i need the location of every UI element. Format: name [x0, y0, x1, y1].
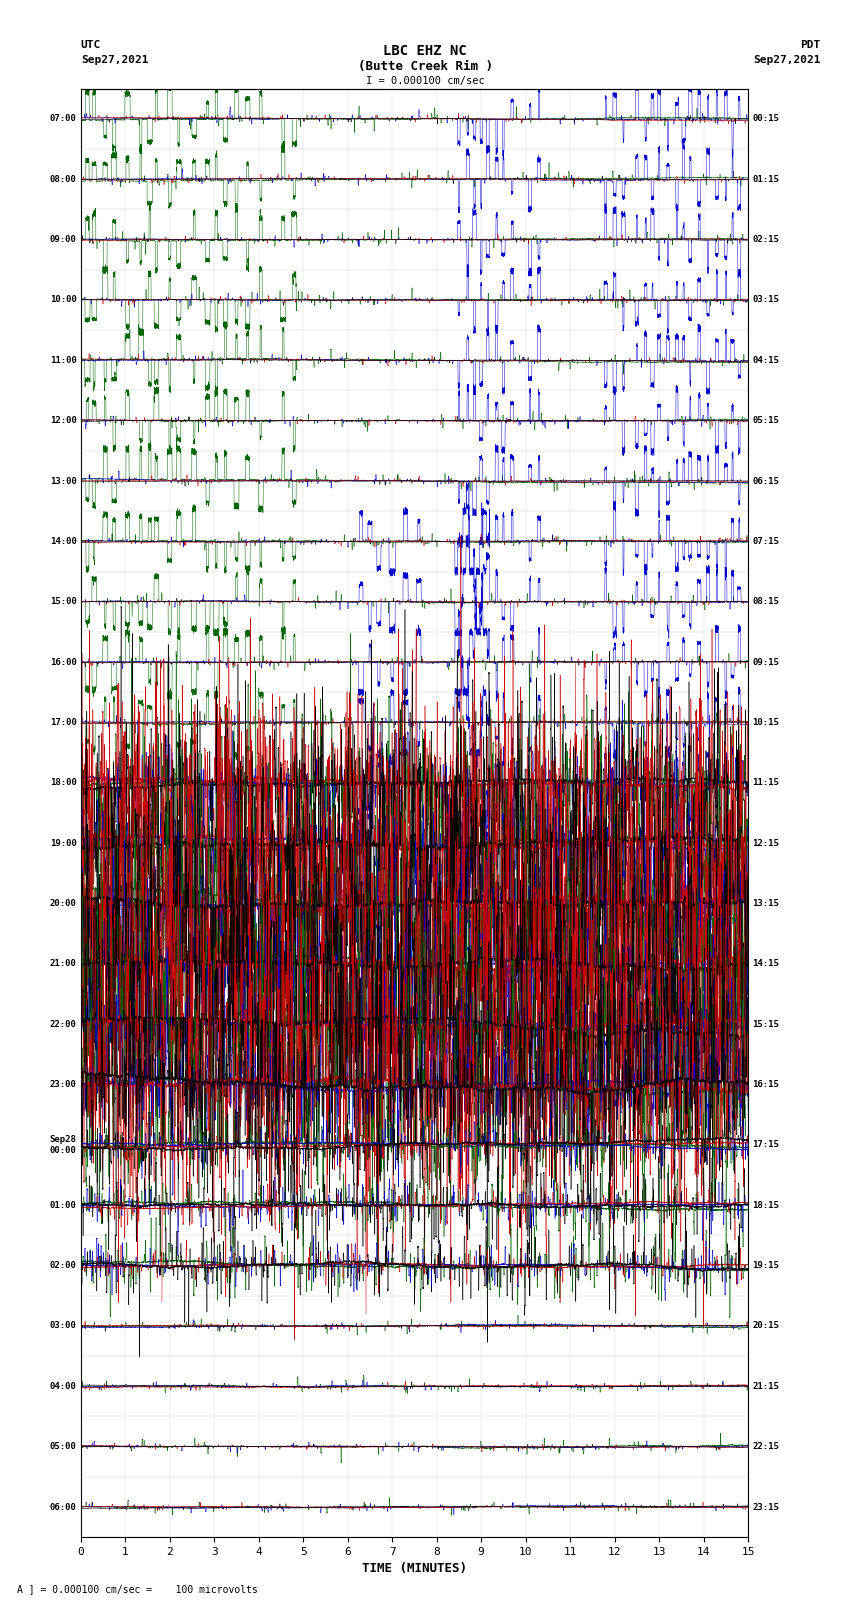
Text: LBC EHZ NC: LBC EHZ NC [383, 44, 467, 58]
Text: UTC: UTC [81, 40, 101, 50]
Text: I = 0.000100 cm/sec: I = 0.000100 cm/sec [366, 76, 484, 85]
Text: A ] = 0.000100 cm/sec =    100 microvolts: A ] = 0.000100 cm/sec = 100 microvolts [17, 1584, 258, 1594]
Text: Sep27,2021: Sep27,2021 [81, 55, 148, 65]
X-axis label: TIME (MINUTES): TIME (MINUTES) [362, 1563, 467, 1576]
Text: PDT: PDT [800, 40, 820, 50]
Text: (Butte Creek Rim ): (Butte Creek Rim ) [358, 60, 492, 73]
Text: Sep27,2021: Sep27,2021 [753, 55, 820, 65]
